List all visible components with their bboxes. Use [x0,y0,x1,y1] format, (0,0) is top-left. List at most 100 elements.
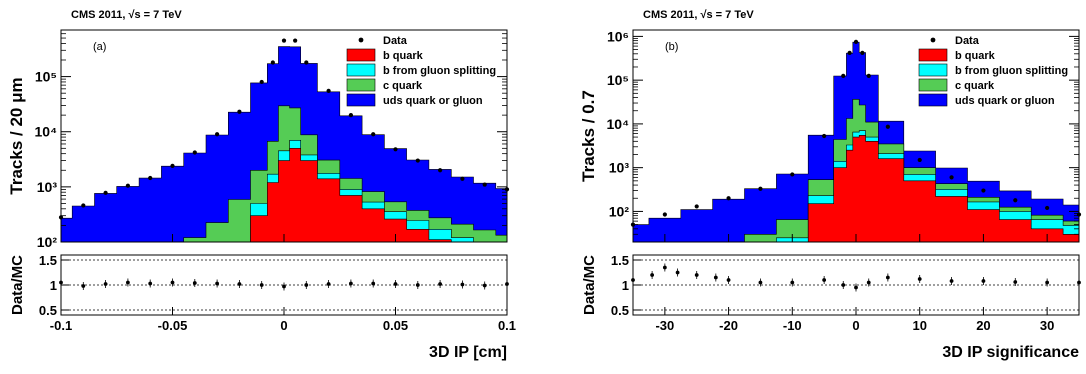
x-tick-label: -30 [655,318,674,333]
legend-swatch [918,63,948,77]
data-point [1045,205,1050,211]
x-tick-label: 30 [1040,318,1054,333]
ratio-tick-label: 0.5 [39,303,57,318]
panel-label: (b) [665,41,678,53]
data-point [192,150,197,155]
x-tick-label: 0 [852,318,859,333]
data-point [758,186,763,191]
data-point [125,183,130,188]
x-tick-label: 0 [280,318,287,333]
x-tick-label: 0.1 [498,318,516,333]
data-point [103,190,108,195]
data-point [81,203,86,208]
legend-swatch [346,63,376,77]
data-point [237,109,242,114]
data-point [281,38,287,43]
stack-area-b-quark [633,135,1079,242]
data-point [460,176,465,181]
legend-swatch [346,93,376,107]
ratio-tick-label: 0.5 [611,303,629,318]
ratio-tick-label: 1 [622,278,629,293]
y-tick-label: 10⁴ [35,124,58,140]
x-tick-label: 10 [912,318,926,333]
data-point [170,163,175,169]
legend-label: Data [955,35,980,47]
legend-marker-data [930,37,936,43]
data-point [215,132,220,137]
x-tick-label: -0.05 [158,318,188,333]
legend-swatch [918,93,948,107]
legend-label: b from gluon splitting [955,65,1068,77]
legend-label: b quark [383,50,424,62]
data-point [148,175,153,181]
y-axis-label: Tracks / 0.7 [579,90,598,182]
data-point [853,39,859,44]
y-tick-label: 10⁵ [35,69,57,85]
data-point [270,60,275,65]
data-point [885,124,890,129]
data-point [694,204,699,209]
ratio-tick-label: 1.5 [39,253,57,268]
y-tick-label: 10² [609,203,630,219]
panel-b: 10² 10³ 10⁴ 10⁵ 10⁶ CMS 2011, √s = 7 TeV (b) Tr… [579,9,1082,361]
data-point [860,50,865,55]
stack-areas [61,46,507,242]
legend-label: Data [383,35,408,47]
data-point [917,157,922,163]
ratio-tick-label: 1 [50,278,57,293]
legend-swatch [918,78,948,92]
x-axis-label: 3D IP [cm] [429,344,507,361]
data-point [482,182,487,187]
stack-areas [633,41,1079,242]
data-point [393,147,398,152]
data-point [726,196,731,201]
data-point [1013,198,1018,203]
x-tick-label: -10 [783,318,802,333]
x-tick-label: 20 [976,318,990,333]
cms-header: CMS 2011, √s = 7 TeV [643,9,754,21]
data-point [981,188,986,193]
data-point [662,212,667,217]
legend-swatch [346,48,376,62]
y-tick-label: 10³ [37,179,58,195]
y-tick-label: 10² [37,234,58,250]
y-tick-label: 10³ [609,160,630,176]
data-point [371,132,376,137]
data-point [866,73,871,79]
data-point [293,38,298,43]
y-tick-label: 10⁴ [607,116,630,132]
y-tick-label: 10⁵ [607,72,629,88]
data-point [259,79,264,85]
ratio-axis-label: Data/MC [581,255,598,315]
data-point [841,73,846,79]
legend-label: c quark [383,80,423,92]
stack-area-b-quark [61,148,507,242]
x-tick-label: 0.05 [383,318,408,333]
data-point [326,88,331,94]
legend-label: b from gluon splitting [383,65,496,77]
x-tick-label: -20 [719,318,738,333]
panel-label: (a) [93,41,106,53]
legend-label: uds quark or gluon [955,95,1055,107]
data-point [822,133,827,139]
data-point [415,158,420,163]
ratio-axis-label: Data/MC [9,255,26,315]
x-axis-label: 3D IP significance [942,344,1079,361]
data-point [348,113,353,118]
legend-label: b quark [955,50,996,62]
panel-a: 10² 10³ 10⁴ 10⁵ CMS 2011, √s = 7 TeV (a) Track… [7,9,516,361]
legend-marker-data [358,37,364,43]
data-point [790,172,795,177]
data-point [847,50,852,55]
y-tick-label: 10⁶ [607,28,629,44]
data-point [438,168,443,173]
x-tick-label: -0.1 [50,318,72,333]
data-point [949,175,954,180]
legend-label: c quark [955,80,995,92]
legend-swatch [346,78,376,92]
cms-header: CMS 2011, √s = 7 TeV [71,9,182,21]
data-point [304,60,309,65]
legend-label: uds quark or gluon [383,95,483,107]
